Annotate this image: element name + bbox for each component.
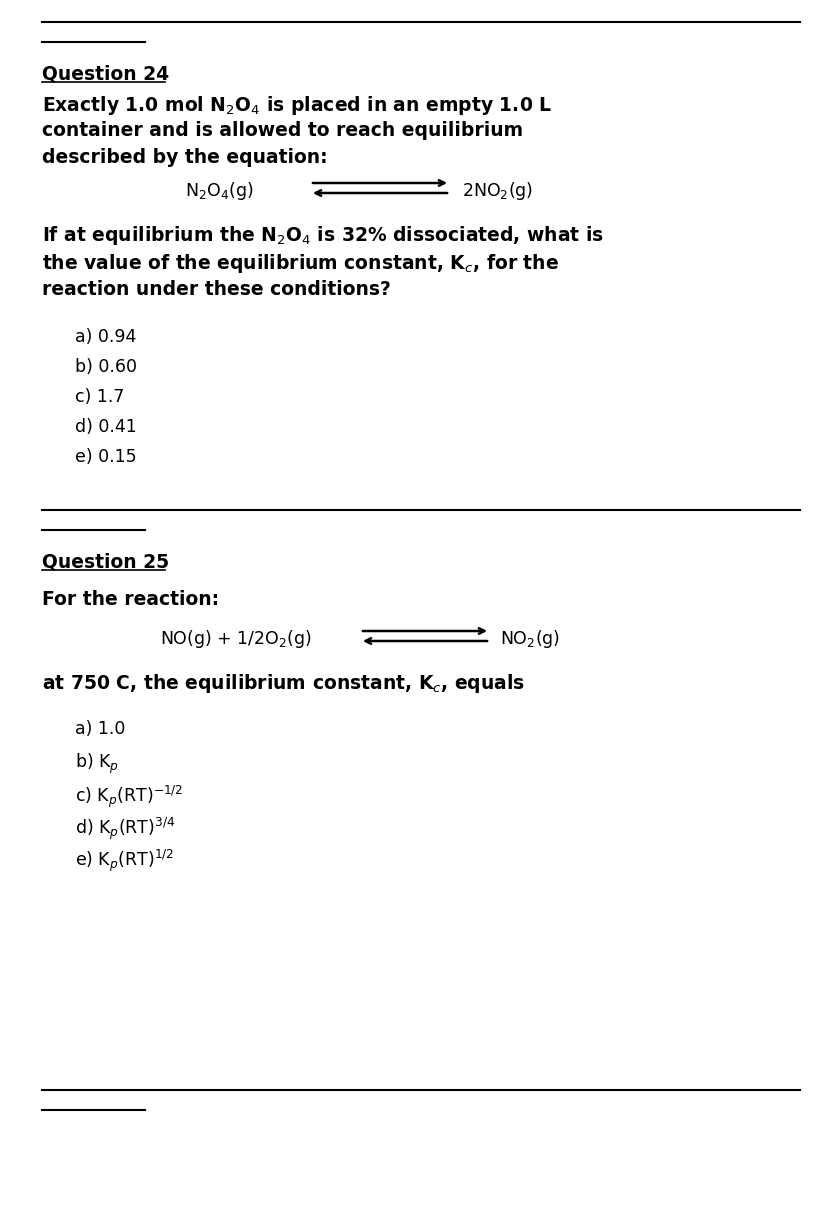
- Text: described by the equation:: described by the equation:: [42, 148, 327, 168]
- Text: container and is allowed to reach equilibrium: container and is allowed to reach equili…: [42, 121, 523, 139]
- Text: 2NO$_2$(g): 2NO$_2$(g): [461, 180, 533, 202]
- Text: a) 0.94: a) 0.94: [75, 328, 136, 346]
- Text: c) 1.7: c) 1.7: [75, 388, 124, 406]
- Text: For the reaction:: For the reaction:: [42, 589, 219, 609]
- Text: N$_2$O$_4$(g): N$_2$O$_4$(g): [184, 180, 253, 202]
- Text: NO$_2$(g): NO$_2$(g): [500, 627, 560, 649]
- Text: NO(g) + 1/2O$_2$(g): NO(g) + 1/2O$_2$(g): [160, 627, 311, 649]
- Text: d) K$_p$(RT)$^{3/4}$: d) K$_p$(RT)$^{3/4}$: [75, 816, 175, 843]
- Text: Question 25: Question 25: [42, 552, 169, 571]
- Text: a) 1.0: a) 1.0: [75, 720, 125, 737]
- Text: Exactly 1.0 mol N$_2$O$_4$ is placed in an empty 1.0 L: Exactly 1.0 mol N$_2$O$_4$ is placed in …: [42, 94, 552, 117]
- Text: d) 0.41: d) 0.41: [75, 418, 136, 437]
- Text: the value of the equilibrium constant, K$_c$, for the: the value of the equilibrium constant, K…: [42, 252, 558, 275]
- Text: at 750 C, the equilibrium constant, K$_c$, equals: at 750 C, the equilibrium constant, K$_c…: [42, 671, 524, 695]
- Text: If at equilibrium the N$_2$O$_4$ is 32% dissociated, what is: If at equilibrium the N$_2$O$_4$ is 32% …: [42, 224, 603, 247]
- Text: b) 0.60: b) 0.60: [75, 358, 136, 375]
- Text: c) K$_p$(RT)$^{-1/2}$: c) K$_p$(RT)$^{-1/2}$: [75, 784, 183, 811]
- Text: b) K$_p$: b) K$_p$: [75, 752, 119, 777]
- Text: e) 0.15: e) 0.15: [75, 448, 136, 466]
- Text: reaction under these conditions?: reaction under these conditions?: [42, 280, 390, 298]
- Text: e) K$_p$(RT)$^{1/2}$: e) K$_p$(RT)$^{1/2}$: [75, 848, 174, 874]
- Text: Question 24: Question 24: [42, 64, 169, 83]
